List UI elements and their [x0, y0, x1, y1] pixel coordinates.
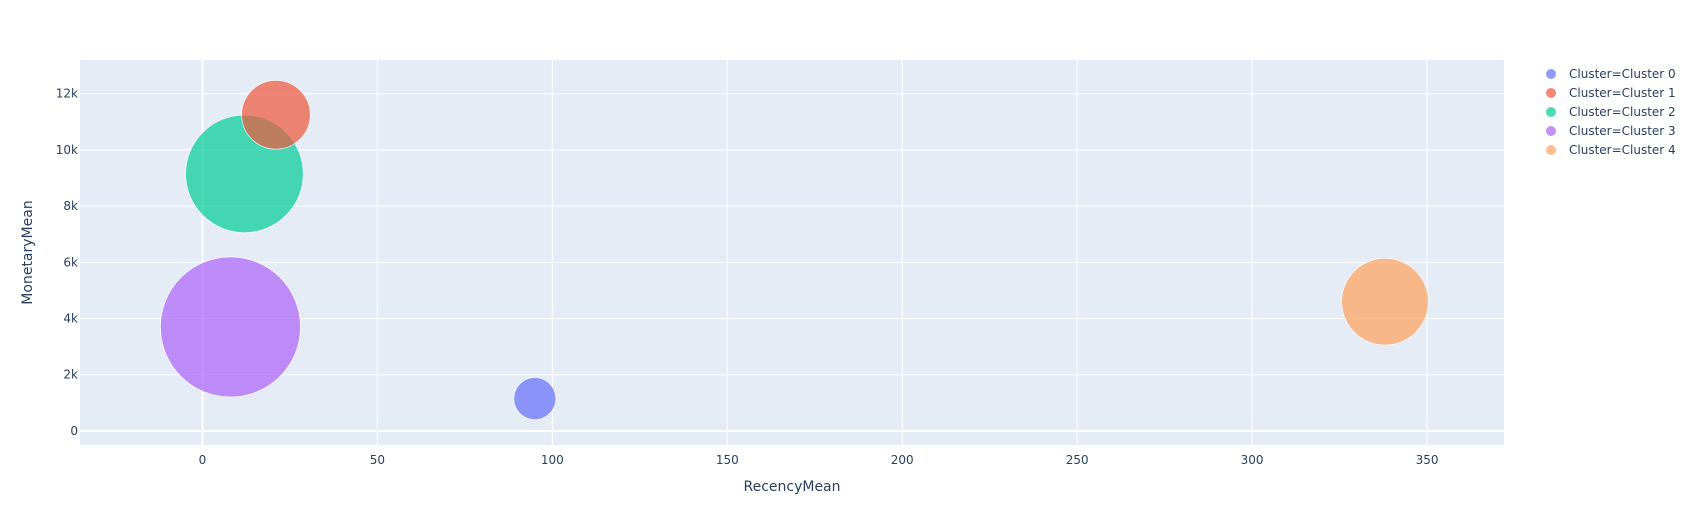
bubble-cluster-cluster-3[interactable] — [160, 256, 301, 398]
legend-label: Cluster=Cluster 3 — [1569, 124, 1676, 138]
x-tick-label: 200 — [891, 453, 914, 467]
x-axis-title: RecencyMean — [743, 479, 840, 495]
legend-label: Cluster=Cluster 0 — [1569, 67, 1676, 81]
x-tick-label: 0 — [199, 453, 207, 467]
x-tick-label: 50 — [370, 453, 385, 467]
y-axis-title: MonetaryMean — [20, 200, 36, 304]
y-tick-label: 12k — [56, 87, 78, 101]
x-tick-label: 100 — [541, 453, 564, 467]
legend-item[interactable]: Cluster=Cluster 4 — [1546, 143, 1676, 157]
bubbles[interactable] — [160, 80, 1429, 420]
bubble-cluster-cluster-4[interactable] — [1341, 257, 1429, 346]
grid-lines — [80, 60, 1504, 445]
y-tick-label: 6k — [63, 255, 78, 269]
legend-marker-icon — [1546, 88, 1556, 98]
y-tick-label: 4k — [63, 312, 78, 326]
legend-label: Cluster=Cluster 4 — [1569, 143, 1676, 157]
legend-item[interactable]: Cluster=Cluster 1 — [1546, 86, 1676, 100]
y-tick-label: 8k — [63, 199, 78, 213]
legend-item[interactable]: Cluster=Cluster 3 — [1546, 124, 1676, 138]
y-tick-label: 0 — [70, 424, 78, 438]
legend-marker-icon — [1546, 126, 1556, 136]
x-tick-label: 350 — [1416, 453, 1439, 467]
y-axis-ticks: 0 2k 4k 6k 8k 10k 12k — [56, 87, 78, 438]
x-tick-label: 150 — [716, 453, 739, 467]
legend-marker-icon — [1546, 107, 1556, 117]
bubble-cluster-cluster-0[interactable] — [513, 377, 557, 420]
legend-item[interactable]: Cluster=Cluster 0 — [1546, 67, 1676, 81]
legend[interactable]: Cluster=Cluster 0 Cluster=Cluster 1 Cluste… — [1546, 67, 1676, 157]
legend-marker-icon — [1546, 145, 1556, 155]
plot-background — [80, 60, 1504, 445]
legend-label: Cluster=Cluster 1 — [1569, 86, 1676, 100]
bubble-cluster-cluster-1[interactable] — [241, 80, 311, 150]
y-tick-label: 2k — [63, 368, 78, 382]
legend-marker-icon — [1546, 69, 1556, 79]
x-tick-label: 300 — [1241, 453, 1264, 467]
legend-label: Cluster=Cluster 2 — [1569, 105, 1676, 119]
x-tick-label: 250 — [1066, 453, 1089, 467]
legend-item[interactable]: Cluster=Cluster 2 — [1546, 105, 1676, 119]
x-axis-ticks: 0 50 100 150 200 250 300 350 — [199, 453, 1439, 467]
y-tick-label: 10k — [56, 143, 78, 157]
